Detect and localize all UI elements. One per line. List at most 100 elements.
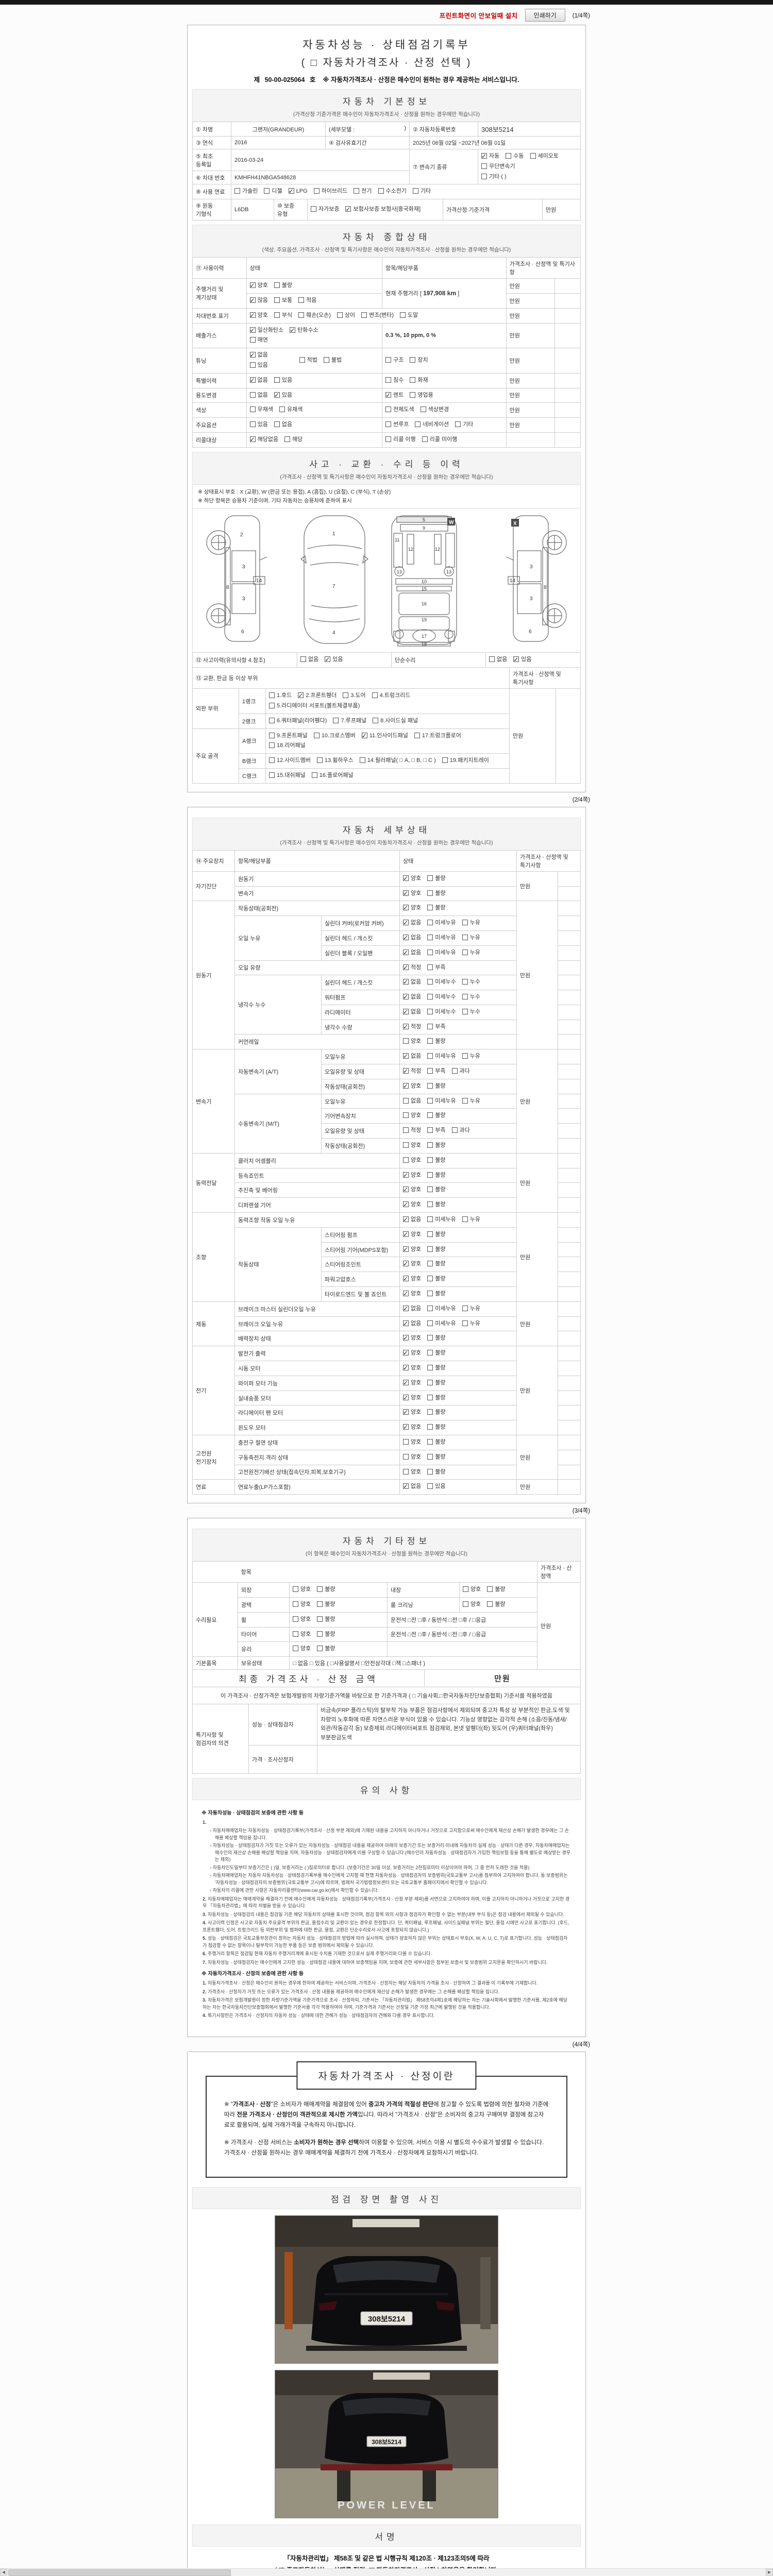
checkbox-option[interactable]: 없음: [403, 1051, 421, 1062]
checkbox[interactable]: [481, 173, 487, 179]
checkbox-option[interactable]: 양호: [403, 1259, 421, 1270]
checkbox-option[interactable]: 기타: [412, 187, 431, 197]
remark-cell[interactable]: [557, 1019, 581, 1035]
checkbox-option[interactable]: 불량: [427, 1185, 446, 1195]
checkbox-option[interactable]: 불량: [427, 1245, 446, 1255]
checkbox-option[interactable]: 불량: [427, 1452, 446, 1463]
remark-cell[interactable]: [557, 1464, 581, 1480]
checkbox-option[interactable]: 없음: [403, 1096, 421, 1107]
checkbox-option[interactable]: 불량: [427, 1378, 446, 1388]
remark-cell[interactable]: [557, 1257, 581, 1273]
checkbox-option[interactable]: 부족: [427, 963, 446, 973]
checkbox-option[interactable]: 양호: [403, 1274, 421, 1285]
checkbox[interactable]: [427, 1082, 433, 1089]
checkbox[interactable]: [293, 1601, 298, 1607]
checkbox-option[interactable]: 부식: [274, 311, 292, 321]
checkbox[interactable]: [403, 888, 409, 899]
install-note[interactable]: 프린트화면이 안보일때 설치: [439, 12, 518, 20]
checkbox-option[interactable]: 세미오토: [530, 151, 559, 162]
checkbox[interactable]: [462, 994, 468, 1000]
checkbox-option[interactable]: 네비게이션: [415, 420, 449, 430]
checkbox-option[interactable]: 훼손(오손): [298, 311, 331, 321]
checkbox[interactable]: [427, 875, 433, 881]
checkbox-option[interactable]: 양호: [403, 1378, 421, 1388]
checkbox-option[interactable]: 미세누유: [427, 948, 456, 958]
checkbox[interactable]: [427, 1216, 433, 1223]
checkbox-option[interactable]: 있음: [427, 1482, 446, 1492]
checkbox-option[interactable]: 있음: [274, 376, 292, 386]
checkbox-option[interactable]: 적정: [403, 962, 421, 973]
checkbox[interactable]: [316, 757, 323, 764]
checkbox[interactable]: [234, 188, 240, 194]
checkbox-option[interactable]: 불량: [427, 889, 446, 899]
checkbox[interactable]: [249, 421, 256, 428]
checkbox-option[interactable]: 썬루프: [385, 420, 409, 430]
checkbox-option[interactable]: 없음: [403, 992, 421, 1003]
checkbox-option[interactable]: 미세누유: [427, 1096, 456, 1107]
checkbox-option[interactable]: 화재: [410, 376, 428, 386]
checkbox-option[interactable]: 누유: [462, 1215, 480, 1225]
checkbox-option[interactable]: 누유: [462, 933, 480, 943]
checkbox[interactable]: [403, 1393, 409, 1403]
checkbox-option[interactable]: 과다: [451, 1066, 470, 1077]
checkbox[interactable]: [403, 1127, 409, 1133]
checkbox-option[interactable]: 무채색: [249, 405, 273, 415]
checkbox-option[interactable]: 양호: [403, 1170, 421, 1181]
remark-cell[interactable]: [554, 432, 581, 448]
remark-cell[interactable]: [555, 688, 581, 784]
checkbox-option[interactable]: 있음: [274, 390, 292, 401]
remark-cell[interactable]: [557, 901, 581, 917]
checkbox[interactable]: [293, 1586, 298, 1592]
checkbox-option[interactable]: 보통: [274, 296, 292, 306]
remark-cell[interactable]: [557, 1182, 581, 1198]
checkbox-option[interactable]: 8.사이드실 패널: [373, 716, 418, 726]
checkbox-option[interactable]: 전체도색: [385, 405, 414, 415]
checkbox[interactable]: [403, 1244, 409, 1255]
checkbox[interactable]: [385, 421, 392, 428]
device-price-cell[interactable]: 만원: [516, 901, 558, 1050]
checkbox[interactable]: [427, 1409, 433, 1415]
checkbox[interactable]: [427, 1320, 433, 1326]
checkbox[interactable]: [403, 962, 409, 973]
checkbox[interactable]: [427, 1453, 433, 1460]
checkbox-option[interactable]: 미세누수: [427, 1007, 456, 1018]
checkbox[interactable]: [249, 310, 256, 321]
checkbox-option[interactable]: 양호: [403, 1244, 421, 1255]
checkbox[interactable]: [269, 757, 275, 764]
checkbox[interactable]: [293, 1631, 298, 1637]
checkbox-option[interactable]: 없음: [403, 977, 421, 988]
checkbox[interactable]: [427, 1097, 433, 1104]
checkbox[interactable]: [427, 1187, 433, 1193]
checkbox-option[interactable]: 양호: [403, 1422, 421, 1433]
checkbox[interactable]: [403, 1259, 409, 1270]
checkbox[interactable]: [403, 1318, 409, 1329]
checkbox-option[interactable]: 누유: [462, 1052, 480, 1062]
checkbox[interactable]: [249, 375, 256, 386]
checkbox-option[interactable]: 렌트: [385, 390, 404, 401]
checkbox[interactable]: [313, 732, 320, 738]
remark-cell[interactable]: [557, 1227, 581, 1243]
checkbox[interactable]: [462, 934, 468, 940]
remark-cell[interactable]: [557, 1361, 581, 1376]
remark-cell[interactable]: [554, 293, 581, 309]
checkbox-option[interactable]: 양호: [403, 1363, 421, 1374]
remark-cell[interactable]: [557, 1064, 581, 1079]
checkbox-option[interactable]: 해당없음: [249, 434, 278, 446]
checkbox-option[interactable]: 미세누유: [427, 1215, 456, 1225]
checkbox-option[interactable]: 미세누유: [427, 1304, 456, 1314]
checkbox-option[interactable]: 불량: [427, 1422, 446, 1433]
checkbox[interactable]: [451, 1068, 458, 1074]
checkbox-option[interactable]: 불량: [427, 1467, 446, 1478]
checkbox[interactable]: [274, 282, 280, 289]
checkbox[interactable]: [385, 406, 392, 413]
remark-cell[interactable]: [557, 1093, 581, 1109]
checkbox-option[interactable]: 누유: [462, 948, 480, 958]
checkbox[interactable]: [427, 1365, 433, 1371]
checkbox[interactable]: [269, 702, 275, 708]
checkbox-option[interactable]: 5.라디에이터 서포트(볼트체결부품): [269, 701, 360, 711]
checkbox[interactable]: [403, 1214, 409, 1226]
checkbox-option[interactable]: 도말: [399, 311, 418, 321]
checkbox-option[interactable]: 양호: [403, 873, 421, 884]
checkbox-option[interactable]: 구조: [385, 355, 404, 366]
checkbox-option[interactable]: 없음: [403, 1318, 421, 1329]
